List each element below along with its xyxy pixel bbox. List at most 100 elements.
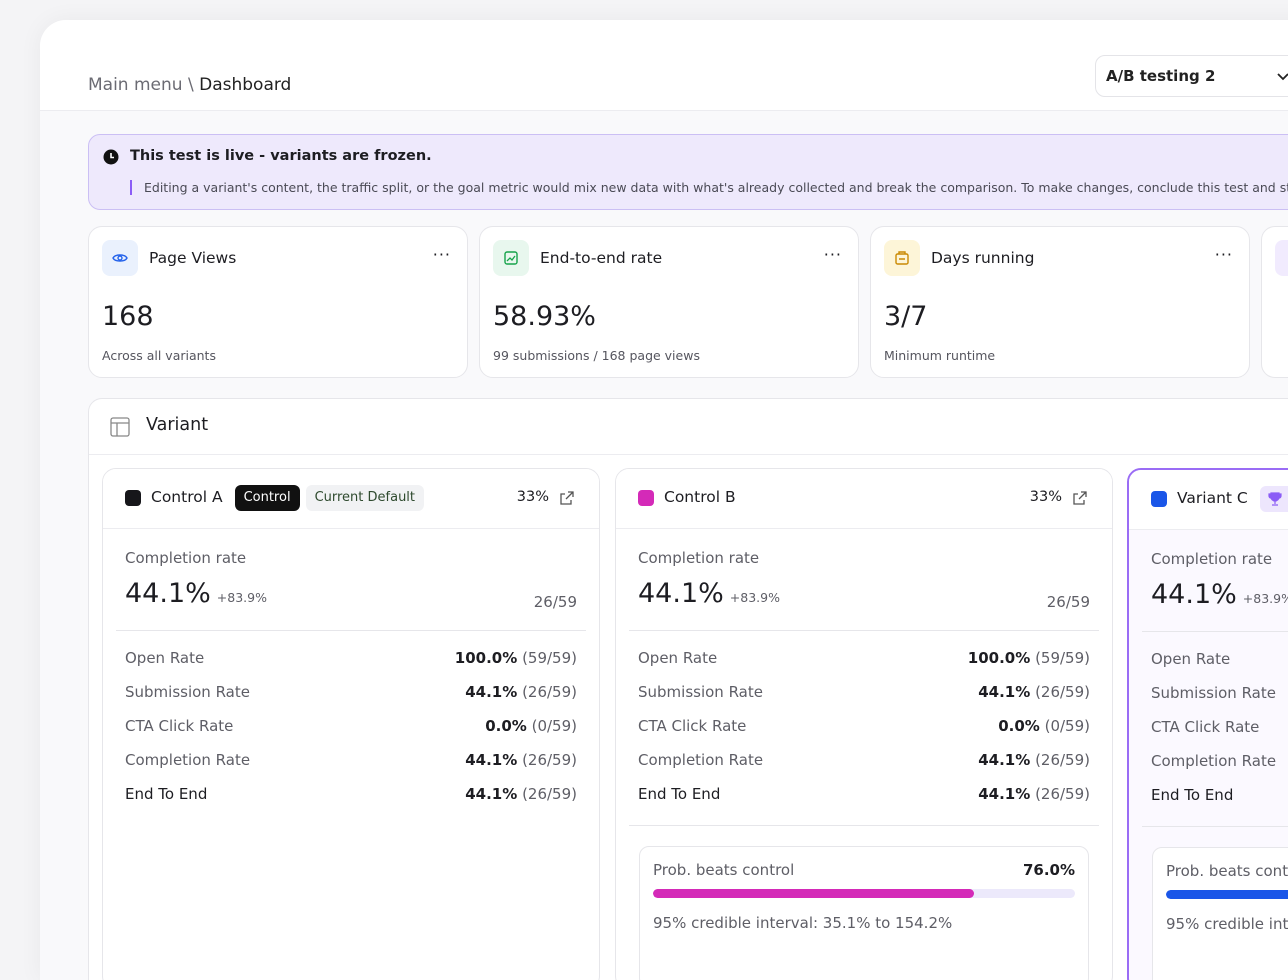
variant-name: Control B (664, 488, 736, 506)
row-percent: 100.0% (454, 649, 518, 667)
row-value: 44.1% (26/59) (465, 785, 577, 803)
variant-card: Variant C Completion rate 44.1% +83.9% Open … (1127, 468, 1288, 980)
external-icon (559, 490, 575, 510)
breadcrumb-parent[interactable]: Main menu (88, 75, 183, 95)
stat-card (1261, 226, 1288, 378)
metric-value-text: 44.1% (125, 578, 211, 609)
stat-icon-glyph-svg (895, 251, 909, 265)
stat-icon (102, 240, 138, 276)
more-button[interactable]: ··· (1214, 245, 1233, 264)
variant-name: Variant C (1177, 489, 1248, 507)
panel-header: Variant (89, 399, 1288, 455)
banner-body: Editing a variant's content, the traffic… (130, 180, 1288, 195)
card-header: Control A Control Current Default 33% (103, 469, 599, 529)
open-link[interactable] (1072, 490, 1088, 506)
stat-title: End-to-end rate (540, 249, 663, 267)
row-count: (26/59) (522, 785, 577, 803)
row-label: Submission Rate (1151, 684, 1276, 702)
dashboard-page: {"breadcrumb": {"parent": "Main menu", "… (40, 55, 1288, 980)
stat-title: Days running (931, 249, 1035, 267)
row-percent: 44.1% (978, 785, 1031, 803)
trophy-icon (1267, 491, 1283, 517)
row-value: 44.1% (26/59) (978, 683, 1090, 701)
breadcrumb-current: Dashboard (199, 75, 292, 95)
probability-track (1166, 890, 1288, 899)
row-label: Submission Rate (125, 683, 250, 701)
metric-value-text: 44.1% (638, 578, 724, 609)
table-icon (110, 417, 130, 437)
probability-fill (653, 889, 974, 898)
breadcrumb: Main menu \ Dashboard (88, 75, 291, 95)
stat-icon-glyph-svg (112, 254, 128, 262)
metric-label: Completion rate (125, 549, 247, 567)
test-selector[interactable]: A/B testing 2 (1095, 55, 1288, 97)
row-value: 100.0% (59/59) (455, 649, 577, 667)
probability-box: Prob. beats control 76.0% 95% credible int… (639, 846, 1089, 980)
divider (116, 630, 586, 631)
variant-card: Control A Control Current Default 33% Comple… (102, 468, 600, 980)
row-label: Completion Rate (638, 751, 764, 769)
winner-badge (1259, 486, 1288, 512)
metric-label: Completion rate (1151, 550, 1273, 568)
stat-card: End-to-end rate ··· 58.93% 99 submissions /… (479, 226, 859, 378)
traffic-split: 33% (1029, 489, 1062, 505)
row-label: Completion Rate (125, 751, 251, 769)
stat-icon (493, 240, 529, 276)
stat-title: Page Views (149, 249, 237, 267)
test-selector-label: A/B testing 2 (1106, 67, 1216, 85)
probability-track (653, 889, 1075, 898)
row-percent: 44.1% (465, 785, 518, 803)
row-count: (26/59) (522, 683, 577, 701)
stat-icon-glyph (894, 250, 910, 270)
variant-swatch (1151, 491, 1167, 507)
metric-count: 26/59 (533, 593, 577, 611)
app-shell: Main menu \ Dashboard A/B testing 2 This… (40, 20, 1288, 980)
row-percent: 0.0% (485, 717, 527, 735)
row-value: 0.0% (0/59) (998, 717, 1090, 735)
open-link[interactable] (559, 490, 575, 506)
row-percent: 44.1% (978, 751, 1031, 769)
stat-value: 168 (102, 301, 154, 332)
row-count: (26/59) (1035, 683, 1090, 701)
stat-caption: Minimum runtime (884, 348, 996, 363)
row-value: 44.1% (26/59) (978, 785, 1090, 803)
external-icon (1072, 490, 1088, 510)
row-label: Open Rate (638, 649, 718, 667)
stat-icon-glyph (112, 250, 128, 270)
metric-label: Completion rate (638, 549, 760, 567)
row-count: (0/59) (531, 717, 577, 735)
metric-value: 44.1% +83.9% (125, 578, 267, 609)
probability-label: Prob. beats control (653, 861, 795, 879)
row-label: CTA Click Rate (638, 717, 747, 735)
row-count: (0/59) (1044, 717, 1090, 735)
variant-tag: Current Default (305, 485, 425, 511)
row-value: 0.0% (0/59) (485, 717, 577, 735)
metric-delta: +83.9% (1242, 591, 1288, 606)
stat-icon (1275, 240, 1288, 276)
external-icon-svg (1073, 491, 1087, 505)
stat-icon-glyph (503, 250, 519, 270)
top-bar: Main menu \ Dashboard A/B testing 2 (40, 20, 1288, 111)
clock-icon (103, 149, 119, 165)
row-count: (59/59) (1035, 649, 1090, 667)
card-header: Control B 33% (616, 469, 1112, 529)
probability-value: 76.0% (1022, 861, 1075, 879)
row-label: End To End (1151, 786, 1234, 804)
divider (629, 630, 1099, 631)
row-count: (26/59) (1035, 785, 1090, 803)
more-button[interactable]: ··· (823, 245, 842, 264)
stat-card: Days running ··· 3/7 Minimum runtime (870, 226, 1250, 378)
divider (1142, 826, 1288, 827)
metric-value: 44.1% +83.9% (638, 578, 780, 609)
variant-name: Control A (151, 488, 223, 506)
metric-value-text: 44.1% (1151, 579, 1237, 610)
metric-count: 26/59 (1046, 593, 1090, 611)
banner-title: This test is live - variants are frozen. (130, 148, 432, 164)
row-value: 100.0% (59/59) (968, 649, 1090, 667)
more-button[interactable]: ··· (432, 245, 451, 264)
external-icon-svg (560, 491, 574, 505)
trophy-icon-svg (1268, 492, 1282, 506)
row-percent: 44.1% (465, 751, 518, 769)
divider (629, 825, 1099, 826)
row-label: End To End (638, 785, 721, 803)
